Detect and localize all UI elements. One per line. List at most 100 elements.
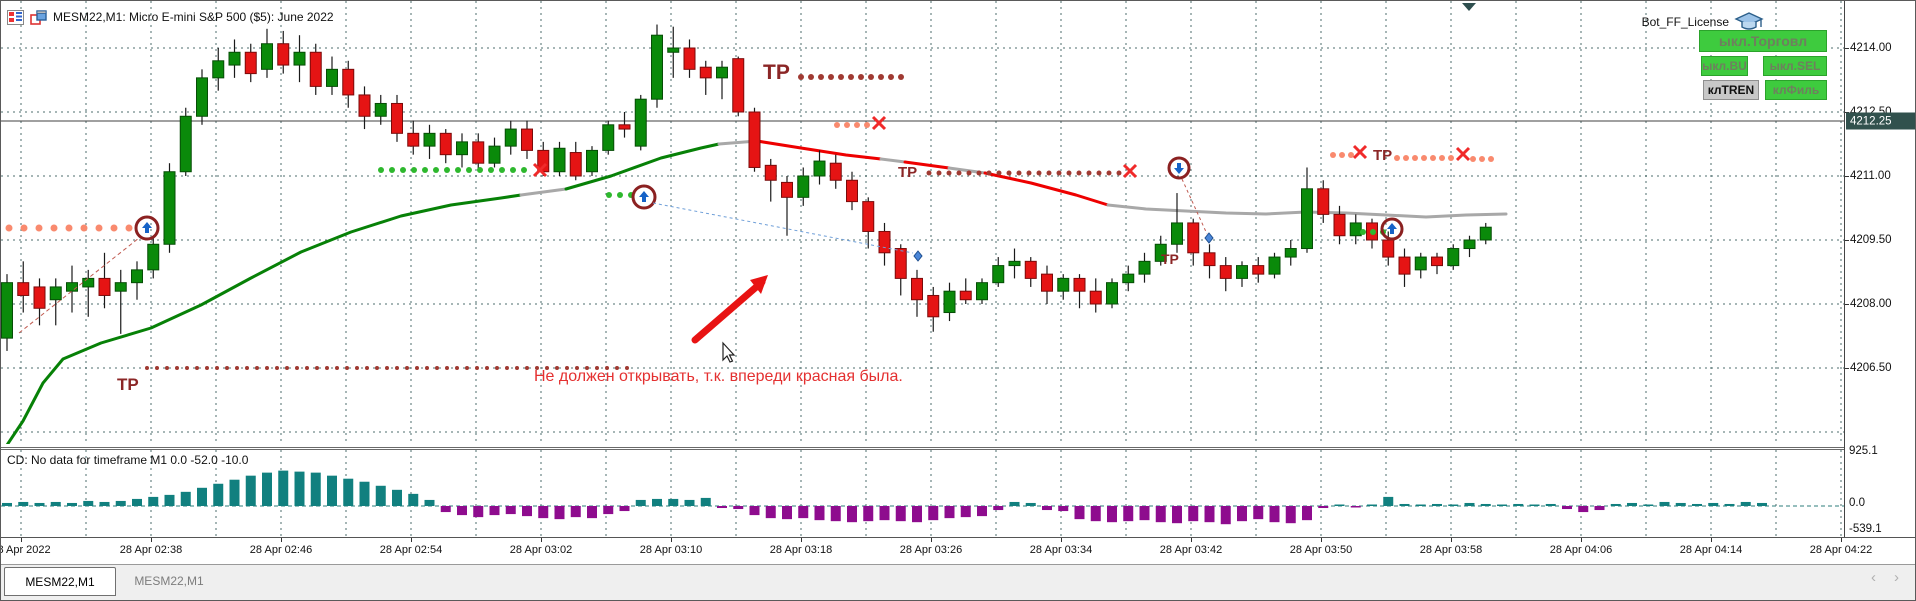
histogram-bar [619,506,630,512]
histogram-bar [18,501,29,506]
button-toggle-trend[interactable]: клTREN [1703,80,1759,100]
time-axis-label: 28 Apr 02:38 [119,544,183,556]
histogram-bar [977,506,987,517]
button-toggle-sell[interactable]: ыкл.SEL [1763,56,1827,76]
cancel-x-icon [871,115,887,131]
histogram-bar [1318,506,1329,509]
price-axis-tick [1845,304,1849,305]
candle-bullish [716,66,728,79]
signal-dot [1096,170,1102,176]
tab-mesm22-m1-inactive[interactable]: MESM22,M1 [134,574,204,588]
candle-bullish [261,43,273,70]
signal-dot [245,366,249,370]
histogram-bar [164,494,175,506]
signal-dot [445,366,449,370]
candle-bullish [1479,226,1492,241]
chart-list-icon[interactable] [7,9,24,26]
histogram-bar [473,506,484,518]
histogram-bar [1237,506,1247,522]
trade-marker-ring [1380,217,1404,241]
tab-scroll-right-icon[interactable]: › [1894,569,1899,586]
signal-dot [946,170,952,176]
candle-bullish [374,102,387,117]
candle-bullish [992,265,1005,284]
time-axis-tick [1711,538,1712,542]
signal-dot [888,74,894,80]
time-axis-label: 28 Apr 04:06 [1549,544,1613,556]
cancel-x-icon [532,162,548,178]
histogram-bar [1643,504,1654,506]
signal-dot [499,167,505,173]
signal-dot [225,366,229,370]
time-axis[interactable]: 28 Apr 2022 28 Apr 02:38 28 Apr 02:46 28 Ap… [1,537,1915,565]
candle-bullish [586,149,598,173]
button-toggle-buy[interactable]: ыкл.BU [1701,56,1748,76]
histogram-bar [1448,504,1459,506]
histogram-bar [1139,506,1150,521]
price-chart-canvas[interactable]: TP TP TP TP TP [1,1,1844,444]
tp-label: TP [898,164,917,181]
histogram-bar [847,506,857,523]
chart-titlebar: MESM22,M1: Micro E-mini S&P 500 ($5): Ju… [7,7,334,27]
trade-dashed-line [1181,178,1208,235]
histogram-bar [278,470,289,506]
candle-bearish [277,43,290,66]
button-toggle-trading[interactable]: ыкл.Торговл [1699,30,1827,52]
histogram-bar [944,506,955,519]
signal-dot [976,170,982,176]
time-axis-label: 28 Apr 04:22 [1809,544,1873,556]
candle-bullish [456,141,468,156]
button-toggle-filter[interactable]: клФиль [1765,80,1827,100]
signal-dot [854,122,860,128]
moving-average-line [879,157,907,164]
trade-dashed-line [18,237,140,334]
candle-bullish [1301,188,1313,250]
histogram-bar [700,497,711,506]
histogram-bar [1432,503,1442,506]
signal-dot [275,366,279,370]
signal-dot [1488,156,1494,162]
candle-bullish [228,51,241,66]
signal-dot [5,224,13,232]
histogram-bar [375,485,386,506]
indicator-panel[interactable]: CD: No data for timeframe M1 0.0 -52.0 -… [1,447,1844,540]
candle-bearish [439,132,452,156]
signal-dot [898,74,904,80]
signal-dot [485,366,489,370]
histogram-bar [2,502,12,506]
chart-windows-icon[interactable] [30,9,47,26]
price-axis-label: 4206.50 [1850,362,1892,374]
signal-dot [838,74,844,80]
indicator-canvas[interactable] [1,450,1844,540]
histogram-bar [1025,502,1036,506]
signal-dot [878,74,884,80]
cancel-x-icon [1455,146,1471,162]
signal-dot [1412,155,1418,161]
signal-dot [455,366,459,370]
price-axis[interactable]: 4214.004212.504211.004209.504208.004206.… [1844,1,1915,537]
candle-bearish [683,47,696,70]
histogram-bar [99,501,110,506]
histogram-bar [424,499,435,506]
signal-dot [1360,229,1366,235]
histogram-bar [294,471,305,506]
price-chart-panel[interactable]: TP TP TP TP TP MESM22,M1: Micro E-mini S&P 5… [1,1,1844,444]
tab-scroll-left-icon[interactable]: ‹ [1871,569,1876,586]
histogram-bar [1350,506,1361,508]
candle-bearish [1431,256,1443,267]
candle-bearish [699,66,712,79]
signal-dot [477,167,483,173]
signal-dot [488,167,494,173]
signal-dot [1479,156,1485,162]
candle-bearish [1252,265,1265,275]
histogram-bar [1399,503,1410,506]
histogram-bar [440,506,451,513]
signal-dot [345,366,349,370]
histogram-bar [505,506,516,515]
signal-dot [265,366,269,370]
candle-bullish [1236,265,1248,279]
candle-bearish [569,152,582,177]
candle-bullish [163,171,176,245]
indicator-label: CD: No data for timeframe M1 0.0 -52.0 -… [7,453,249,467]
tab-mesm22-m1-active[interactable]: MESM22,M1 [4,567,116,596]
